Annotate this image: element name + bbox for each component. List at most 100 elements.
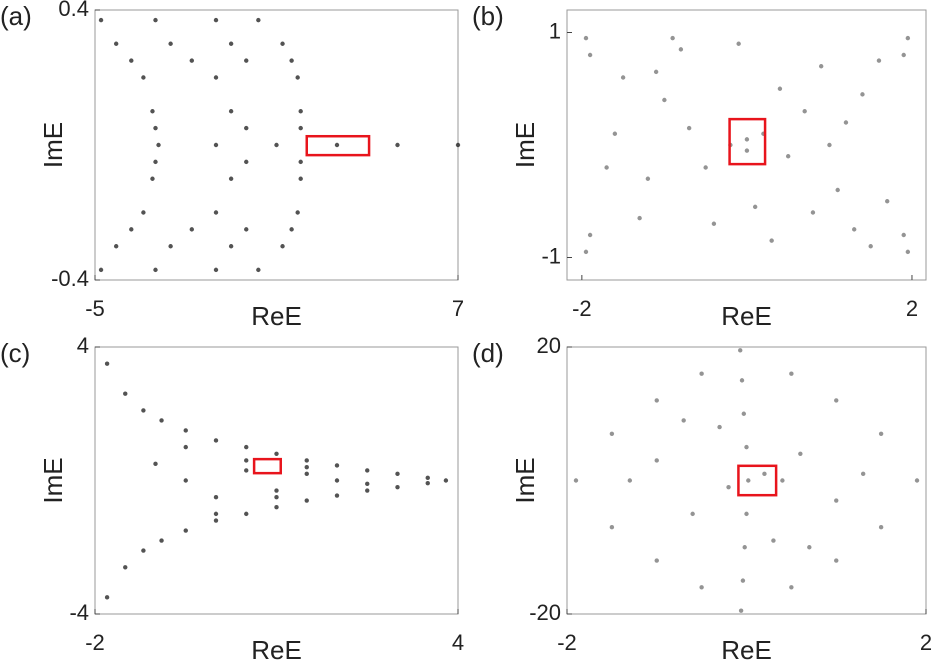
point xyxy=(189,227,194,232)
x-axis-label: ReE xyxy=(251,301,302,331)
point xyxy=(914,478,920,483)
point xyxy=(609,525,615,530)
point xyxy=(905,249,911,255)
point xyxy=(244,458,249,463)
y-tick-label: -0.4 xyxy=(51,266,89,291)
point xyxy=(762,471,767,477)
point xyxy=(583,35,589,41)
point xyxy=(690,511,695,517)
point xyxy=(653,69,659,75)
point xyxy=(298,176,303,181)
y-axis-label: ImE xyxy=(510,122,540,168)
point xyxy=(168,41,173,46)
highlight-box xyxy=(252,457,282,475)
point xyxy=(678,47,684,52)
point xyxy=(104,361,110,366)
point xyxy=(744,148,750,153)
point xyxy=(244,159,249,165)
point xyxy=(780,478,785,483)
point xyxy=(827,142,832,148)
point xyxy=(213,142,219,148)
y-tick-label: -4 xyxy=(69,600,89,625)
point xyxy=(834,498,839,503)
point xyxy=(785,154,791,159)
point xyxy=(699,371,704,376)
point xyxy=(868,244,873,249)
point xyxy=(334,463,340,468)
point xyxy=(129,58,134,63)
point xyxy=(213,210,219,215)
point xyxy=(798,451,803,456)
point xyxy=(752,204,758,210)
point xyxy=(213,75,219,80)
point xyxy=(395,471,400,477)
point xyxy=(98,267,104,273)
point xyxy=(425,480,430,486)
point xyxy=(686,125,692,131)
panel-label: (d) xyxy=(472,338,504,368)
panel-label: (a) xyxy=(0,1,32,31)
point xyxy=(860,471,866,477)
x-tick-label: -5 xyxy=(85,296,105,321)
point xyxy=(769,238,774,243)
point xyxy=(256,267,261,273)
plot-frame xyxy=(566,346,927,615)
highlight-box xyxy=(305,134,371,157)
point xyxy=(878,431,884,436)
point xyxy=(587,52,593,58)
highlight-box xyxy=(728,117,767,166)
point xyxy=(104,595,110,600)
x-axis-label: ReE xyxy=(251,635,302,663)
x-tick-label: -2 xyxy=(557,630,577,655)
point xyxy=(129,227,134,232)
point xyxy=(274,451,279,456)
point xyxy=(274,505,279,510)
y-tick-label: 20 xyxy=(537,333,561,358)
point xyxy=(609,431,615,436)
point xyxy=(334,142,340,148)
point xyxy=(153,159,158,165)
point xyxy=(213,511,219,517)
point xyxy=(395,142,400,148)
x-axis-label: ReE xyxy=(721,635,772,663)
point xyxy=(183,528,188,533)
point xyxy=(304,464,309,470)
plot-frame xyxy=(566,9,927,281)
point xyxy=(159,418,164,423)
point xyxy=(807,545,812,550)
point xyxy=(280,41,285,46)
point xyxy=(295,75,300,80)
point xyxy=(901,52,906,58)
highlight-box xyxy=(737,464,778,497)
point xyxy=(365,481,370,487)
point xyxy=(228,41,234,46)
point xyxy=(298,125,303,131)
point xyxy=(244,58,249,63)
point xyxy=(395,484,400,490)
point xyxy=(645,176,651,181)
y-axis-label: ImE xyxy=(38,122,68,168)
point xyxy=(304,471,309,477)
point xyxy=(141,408,146,413)
point xyxy=(620,75,626,80)
point xyxy=(150,176,155,181)
point xyxy=(905,35,911,41)
point xyxy=(583,249,589,255)
x-tick-label: 2 xyxy=(906,296,918,321)
point xyxy=(365,488,370,493)
panel: -2 4 -4 4 ReE ImE (c) xyxy=(0,333,464,663)
point xyxy=(141,75,146,80)
x-tick-label: 2 xyxy=(920,630,932,655)
point xyxy=(834,558,839,563)
point xyxy=(289,58,294,63)
point xyxy=(443,478,449,483)
point xyxy=(113,41,119,46)
point xyxy=(739,378,745,383)
point xyxy=(746,478,751,483)
point xyxy=(156,142,161,148)
point xyxy=(654,398,659,403)
plot-frame xyxy=(94,346,459,615)
x-tick-label: -2 xyxy=(572,296,592,321)
point xyxy=(365,468,370,473)
